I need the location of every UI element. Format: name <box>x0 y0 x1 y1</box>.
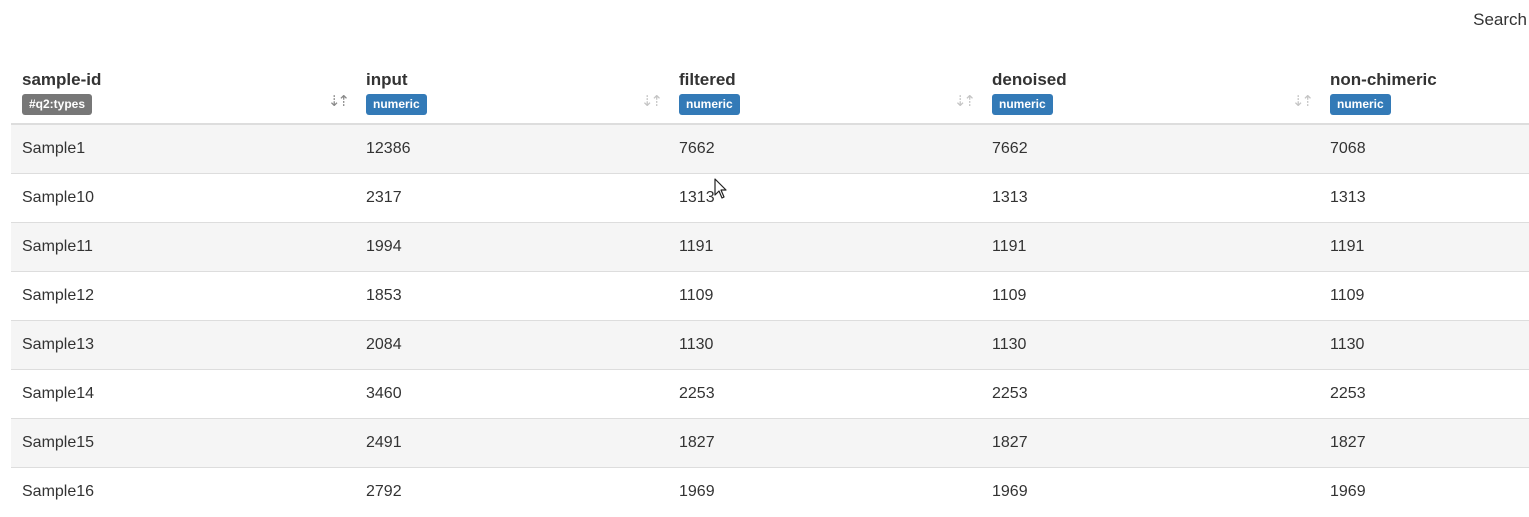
table-row[interactable]: Sample10 2317 1313 1313 1313 <box>11 172 1529 222</box>
table-cell: 2253 <box>668 368 981 418</box>
table-cell: Sample16 <box>11 466 355 516</box>
column-header-filtered[interactable]: filtered numeric ⇣⇡ <box>668 62 981 125</box>
table-cell: 1313 <box>1319 172 1529 222</box>
table-row[interactable]: Sample12 1853 1109 1109 1109 <box>11 270 1529 320</box>
table-cell: 1313 <box>668 172 981 222</box>
column-header-denoised[interactable]: denoised numeric ⇣⇡ <box>981 62 1319 125</box>
table-row[interactable]: Sample15 2491 1827 1827 1827 <box>11 417 1529 467</box>
column-header-non-chimeric[interactable]: non-chimeric numeric <box>1319 62 1529 125</box>
table-cell: 1827 <box>981 417 1319 467</box>
table-cell: 2792 <box>355 466 668 516</box>
table-cell: 1969 <box>668 466 981 516</box>
column-header-sample-id[interactable]: sample-id #q2:types ⇣⇡ <box>11 62 355 125</box>
type-badge: numeric <box>679 94 740 115</box>
sort-icon[interactable]: ⇣⇡ <box>953 93 976 110</box>
table-cell: 1853 <box>355 270 668 320</box>
table-row[interactable]: Sample11 1994 1191 1191 1191 <box>11 221 1529 271</box>
table-body: Sample1 12386 7662 7662 7068 Sample10 2317 1313… <box>11 123 1529 516</box>
table-cell: 1994 <box>355 221 668 271</box>
table-cell: 1191 <box>668 221 981 271</box>
table-header: sample-id #q2:types ⇣⇡ input numeric ⇣⇡ … <box>11 62 1529 125</box>
type-badge: #q2:types <box>22 94 93 115</box>
table-cell: Sample13 <box>11 319 355 369</box>
table-row[interactable]: Sample16 2792 1969 1969 1969 <box>11 466 1529 516</box>
mouse-cursor-icon <box>714 178 727 199</box>
table-cell: 2253 <box>981 368 1319 418</box>
type-badge: numeric <box>992 94 1053 115</box>
column-title: sample-id <box>22 70 102 89</box>
search-label: Search <box>1473 10 1527 29</box>
table-cell: Sample12 <box>11 270 355 320</box>
column-title: denoised <box>992 70 1067 89</box>
header-row: sample-id #q2:types ⇣⇡ input numeric ⇣⇡ … <box>11 62 1529 125</box>
table-cell: 1109 <box>1319 270 1529 320</box>
table-cell: 1130 <box>1319 319 1529 369</box>
table-row[interactable]: Sample1 12386 7662 7662 7068 <box>11 123 1529 173</box>
table-cell: 2253 <box>1319 368 1529 418</box>
data-table-container: sample-id #q2:types ⇣⇡ input numeric ⇣⇡ … <box>11 62 1529 516</box>
sort-icon[interactable]: ⇣⇡ <box>1291 93 1314 110</box>
table-cell: 12386 <box>355 123 668 173</box>
table-cell: Sample11 <box>11 221 355 271</box>
column-header-input[interactable]: input numeric ⇣⇡ <box>355 62 668 125</box>
table-cell: 3460 <box>355 368 668 418</box>
table-row[interactable]: Sample14 3460 2253 2253 2253 <box>11 368 1529 418</box>
sort-numeric-asc-icon[interactable]: ⇣⇡ <box>327 93 350 110</box>
table-cell: 7662 <box>981 123 1319 173</box>
table-cell: 1109 <box>668 270 981 320</box>
table-row[interactable]: Sample13 2084 1130 1130 1130 <box>11 319 1529 369</box>
table-cell: 1827 <box>668 417 981 467</box>
column-title: input <box>366 70 408 89</box>
type-badge: numeric <box>366 94 427 115</box>
data-table: sample-id #q2:types ⇣⇡ input numeric ⇣⇡ … <box>11 62 1529 516</box>
column-title: filtered <box>679 70 736 89</box>
table-cell: 1191 <box>1319 221 1529 271</box>
table-cell: 2084 <box>355 319 668 369</box>
table-cell: Sample10 <box>11 172 355 222</box>
table-cell: Sample14 <box>11 368 355 418</box>
table-cell: 2317 <box>355 172 668 222</box>
table-cell: Sample15 <box>11 417 355 467</box>
type-badge: numeric <box>1330 94 1391 115</box>
table-cell: 1969 <box>1319 466 1529 516</box>
table-cell: 2491 <box>355 417 668 467</box>
table-cell: 1130 <box>981 319 1319 369</box>
table-cell: 1191 <box>981 221 1319 271</box>
table-cell: 1827 <box>1319 417 1529 467</box>
table-cell: 7662 <box>668 123 981 173</box>
column-title: non-chimeric <box>1330 70 1437 89</box>
table-cell: 1130 <box>668 319 981 369</box>
table-cell: 1313 <box>981 172 1319 222</box>
table-cell: 7068 <box>1319 123 1529 173</box>
table-cell: 1969 <box>981 466 1319 516</box>
table-cell: 1109 <box>981 270 1319 320</box>
sort-icon[interactable]: ⇣⇡ <box>640 93 663 110</box>
table-cell: Sample1 <box>11 123 355 173</box>
